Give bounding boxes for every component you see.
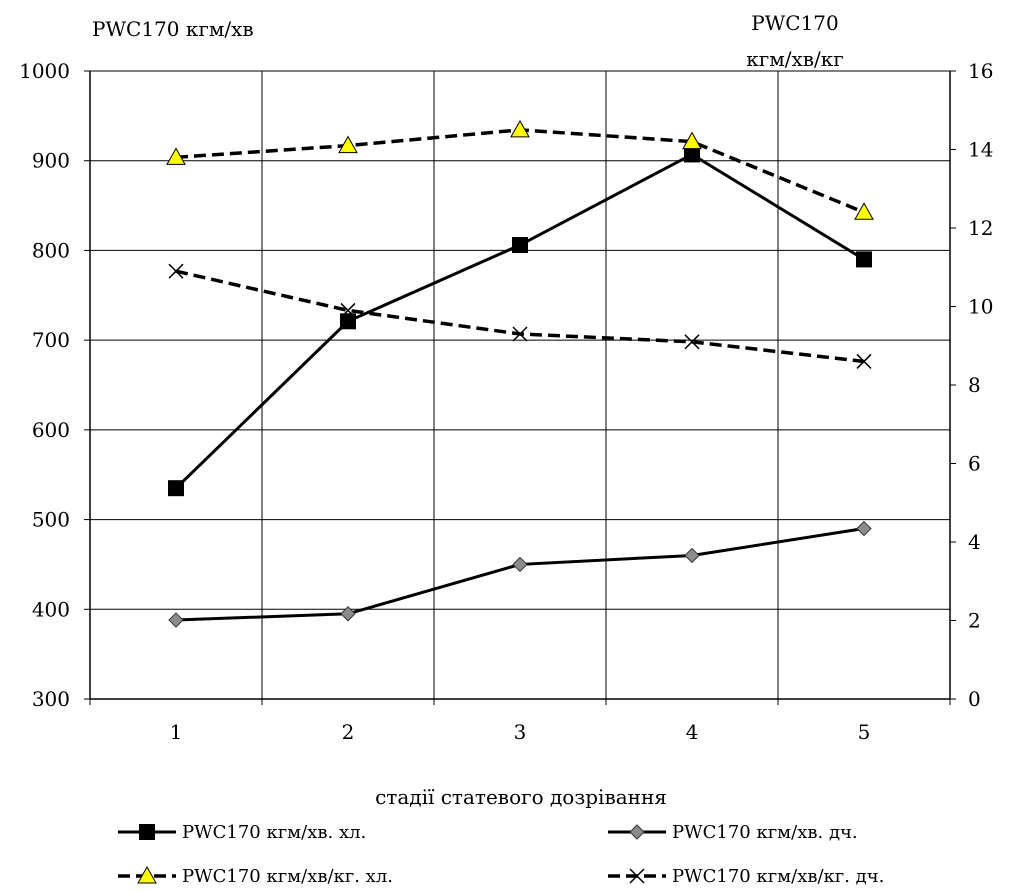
data-point-series-4 (512, 326, 528, 342)
x-tick-label: 3 (514, 720, 527, 744)
legend-marker-1 (139, 824, 155, 840)
y-right-tick-label: 2 (968, 609, 981, 633)
legend: PWC170 кгм/хв. хл. PWC170 кгм/хв. дч. PWC1… (118, 822, 884, 887)
data-point-series-1 (340, 313, 356, 330)
series-line-3 (175, 128, 865, 214)
y-right-tick-label: 6 (968, 452, 981, 476)
data-point-series-3 (338, 135, 358, 154)
y-right-tick-label: 14 (968, 138, 993, 162)
legend-marker-2 (629, 824, 645, 840)
data-point-series-3 (854, 202, 874, 220)
left-axis-title: PWC170 кгм/хв (92, 17, 254, 41)
data-point-series-2 (168, 612, 184, 628)
y-right-tick-label: 10 (968, 295, 993, 319)
legend-marker-4 (629, 868, 645, 884)
legend-label-2: PWC170 кгм/хв. дч. (672, 822, 858, 843)
x-axis-title: стадії статевого дозрівання (375, 785, 667, 809)
data-point-series-3 (510, 119, 530, 138)
right-axis-title-line1: PWC170 (751, 11, 839, 35)
data-point-series-2 (684, 547, 700, 564)
data-point-series-1 (512, 237, 528, 254)
data-point-series-2 (856, 520, 872, 537)
legend-label-1: PWC170 кгм/хв. хл. (182, 822, 366, 843)
y-left-tick-label: 400 (32, 597, 70, 621)
y-left-tick-label: 1000 (19, 59, 70, 83)
legend-marker-3 (137, 865, 157, 884)
data-point-series-2 (340, 606, 356, 622)
y-left-tick-label: 700 (32, 328, 70, 352)
data-point-series-4 (856, 353, 872, 369)
y-left-tick-label: 300 (32, 687, 70, 711)
y-left-tick-label: 900 (32, 149, 70, 173)
data-point-series-4 (340, 302, 356, 318)
data-point-series-1 (684, 146, 700, 163)
data-point-series-3 (682, 131, 702, 150)
series-line-2 (175, 527, 865, 622)
y-right-tick-label: 8 (968, 373, 981, 397)
y-left-tick-label: 600 (32, 418, 70, 442)
x-tick-label: 1 (170, 720, 183, 744)
y-right-tick-label: 16 (968, 59, 993, 83)
x-tick-label: 5 (858, 720, 871, 744)
y-left-tick-label: 800 (32, 238, 70, 262)
x-tick-label: 4 (686, 720, 699, 744)
y-left-tick-label: 500 (32, 508, 70, 532)
data-point-series-4 (168, 263, 184, 279)
data-point-series-4 (684, 334, 700, 350)
series-line-1 (174, 152, 865, 490)
right-axis-title-line2: кгм/хв/кг (746, 47, 844, 71)
legend-label-4: PWC170 кгм/хв/кг. дч. (672, 866, 884, 887)
y-right-tick-label: 12 (968, 216, 993, 240)
y-right-tick-label: 4 (968, 530, 981, 554)
data-point-series-1 (856, 251, 872, 268)
data-point-series-1 (168, 480, 184, 497)
y-right-tick-label: 0 (968, 687, 981, 711)
grid (90, 70, 951, 699)
data-point-series-2 (512, 556, 528, 573)
series-layer (166, 119, 874, 628)
legend-label-3: PWC170 кгм/хв/кг. хл. (182, 866, 393, 887)
data-point-series-3 (166, 147, 186, 165)
series-line-4 (175, 269, 865, 364)
x-tick-label: 2 (342, 720, 355, 744)
